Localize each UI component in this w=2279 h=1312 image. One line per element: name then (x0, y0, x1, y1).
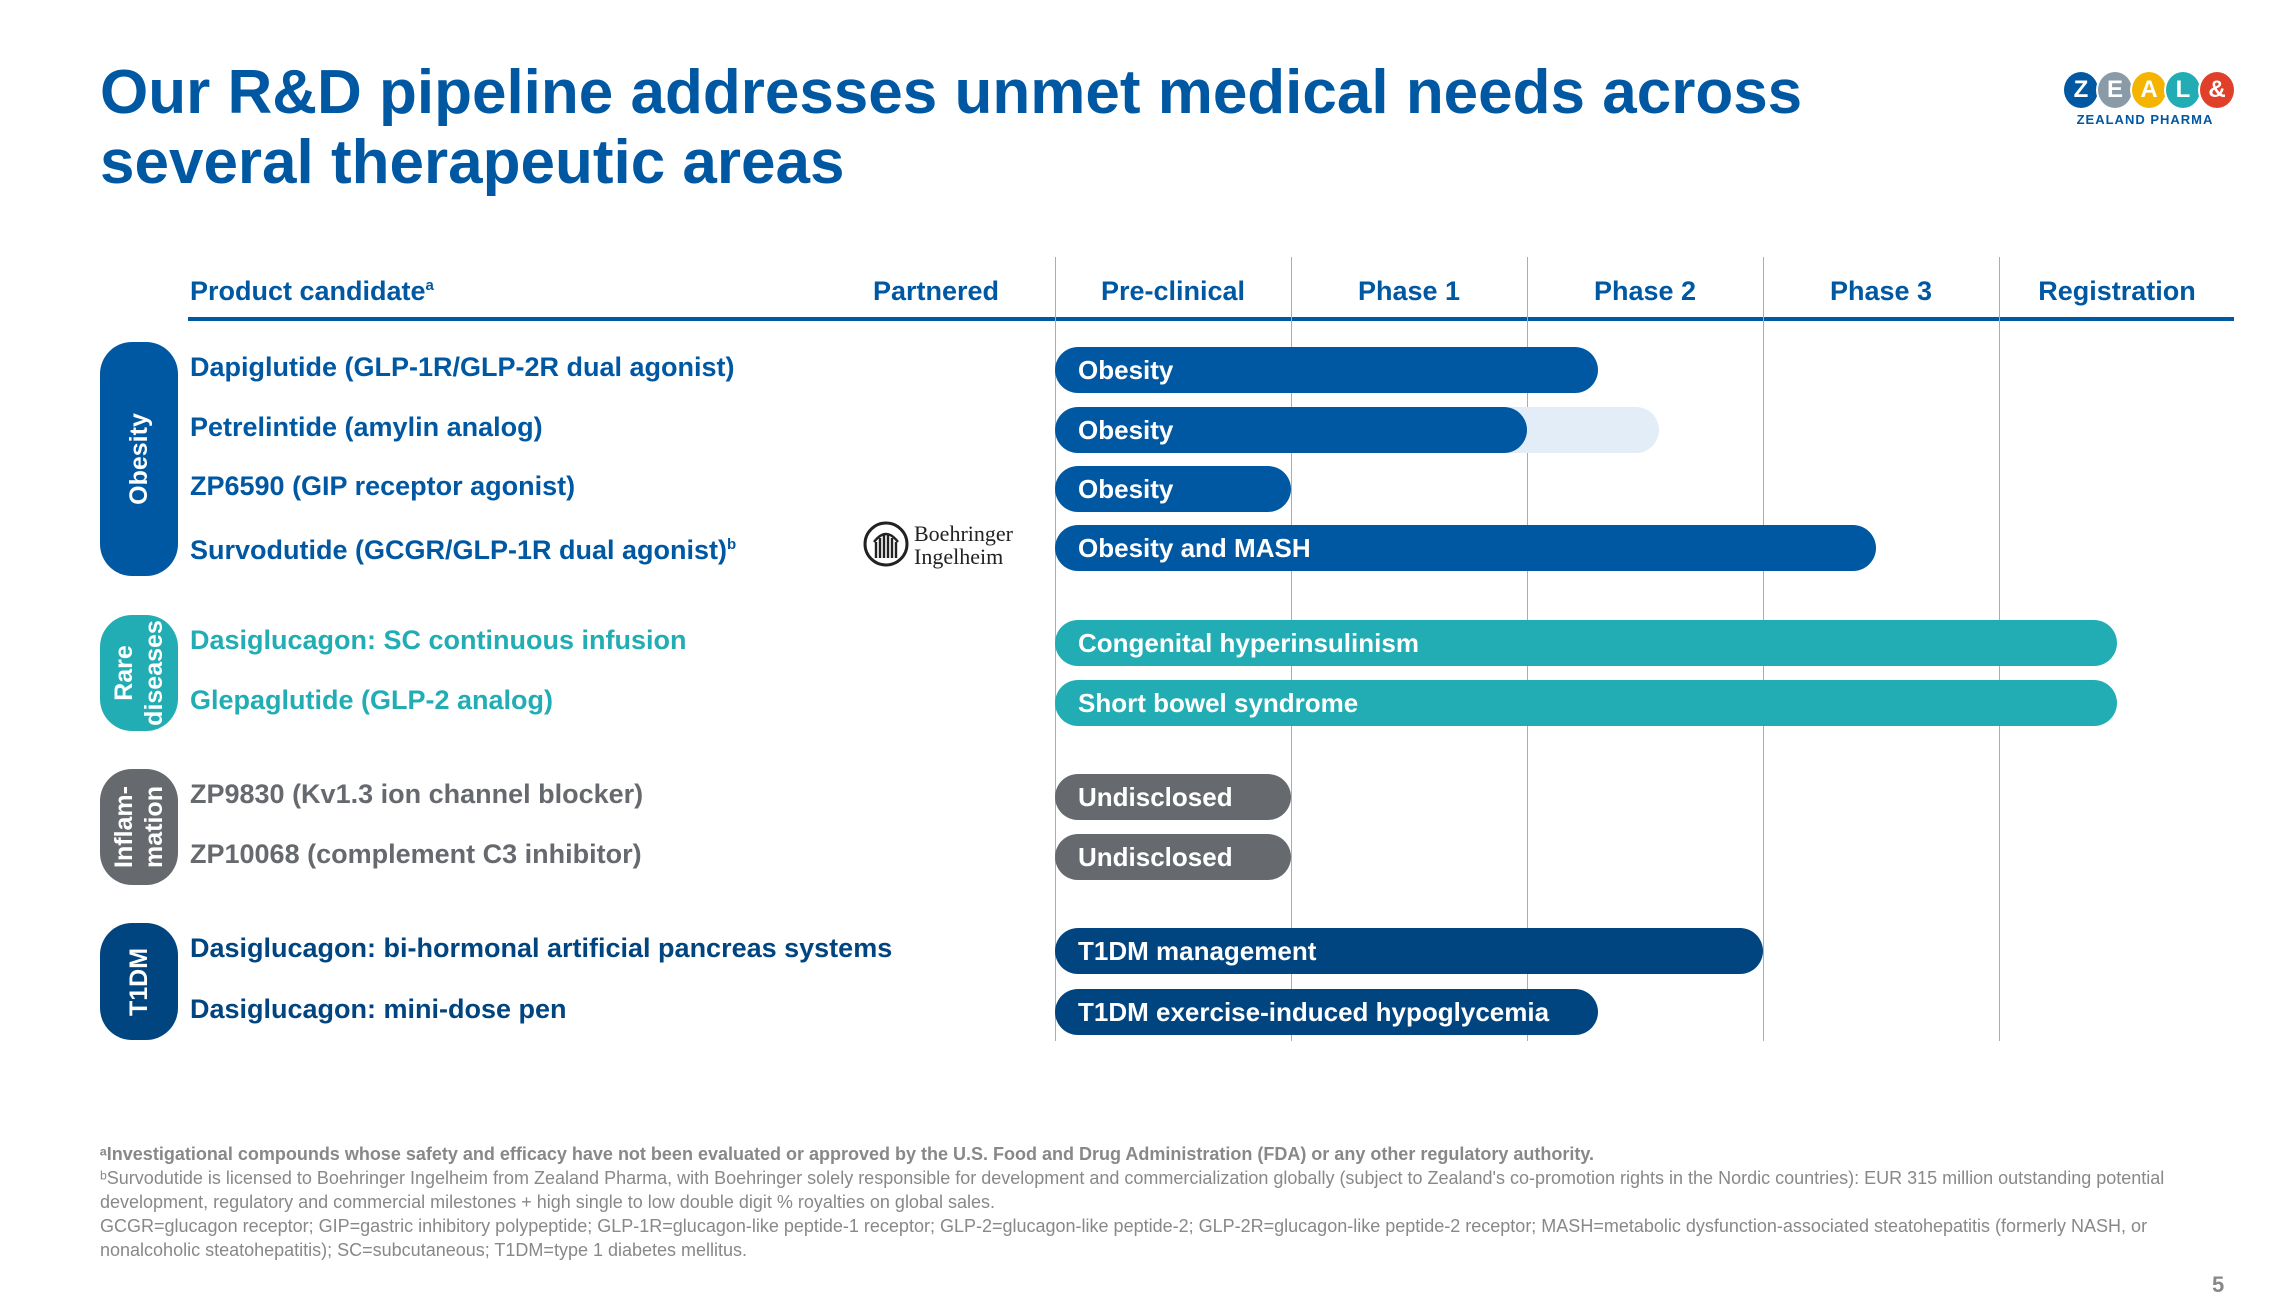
pipeline-bar: Congenital hyperinsulinism (1055, 620, 2117, 666)
partner-name-line1: Boehringer (914, 521, 1013, 546)
pipeline-bar: Obesity (1055, 466, 1291, 512)
header-phase-pre-clinical: Pre-clinical (1100, 276, 1246, 306)
footnote-b: ᵇSurvodutide is licensed to Boehringer I… (100, 1168, 2165, 1212)
logo-circles: Z E A L & (2062, 70, 2236, 110)
partner-name-line2: Ingelheim (914, 544, 1004, 569)
logo-subtitle: ZEALAND PHARMA (2076, 112, 2214, 127)
footnote-marker-a: a (425, 277, 434, 294)
category-rare-diseases: Rare diseases (100, 615, 178, 731)
candidate-name: ZP6590 (GIP receptor agonist) (190, 471, 576, 501)
candidate-name: Petrelintide (amylin analog) (190, 412, 543, 442)
footnote-a: ᵃInvestigational compounds whose safety … (100, 1144, 1595, 1164)
category-label: Inflam-mation (110, 786, 168, 868)
page-number: 5 (2212, 1272, 2225, 1297)
candidate-name: Dasiglucagon: mini-dose pen (190, 994, 567, 1024)
candidate-name: Survodutide (GCGR/GLP-1R dual agonist)b (190, 535, 737, 565)
header-rule (188, 317, 2234, 321)
header-product-candidate: Product candidatea (190, 276, 434, 307)
logo-letter: L (2164, 70, 2202, 110)
pipeline-bar: T1DM management (1055, 928, 1763, 974)
candidate-name: ZP10068 (complement C3 inhibitor) (190, 839, 642, 869)
candidate-name: Glepaglutide (GLP-2 analog) (190, 685, 554, 715)
partner-name: Boehringer Ingelheim (914, 522, 1013, 568)
header-partnered: Partnered (873, 276, 1000, 306)
boehringer-ingelheim-logo: Boehringer Ingelheim (862, 520, 1022, 570)
logo-letter: A (2130, 70, 2168, 110)
pipeline-bar: Obesity (1055, 407, 1527, 453)
header-phase-phase-2: Phase 2 (1593, 276, 1697, 306)
pipeline-bar: Obesity (1055, 347, 1598, 393)
pipeline-bar: Short bowel syndrome (1055, 680, 2117, 726)
candidate-name: ZP9830 (Kv1.3 ion channel blocker) (190, 779, 644, 809)
logo-letter: & (2198, 70, 2236, 110)
category-label: T1DM (125, 947, 153, 1016)
logo-letter: E (2096, 70, 2134, 110)
header-phase-phase-1: Phase 1 (1357, 276, 1461, 306)
category-label: Rare diseases (110, 620, 168, 726)
category-label: Obesity (125, 413, 153, 505)
category-inflam-mation: Inflam-mation (100, 769, 178, 885)
zealand-logo: Z E A L & ZEALAND PHARMA (2062, 70, 2236, 140)
footnote-abbreviations: GCGR=glucagon receptor; GIP=gastric inhi… (100, 1216, 2148, 1260)
candidate-name: Dapiglutide (GLP-1R/GLP-2R dual agonist) (190, 352, 735, 382)
page-title: Our R&D pipeline addresses unmet medical… (100, 58, 1803, 197)
pipeline-bar: Undisclosed (1055, 774, 1291, 820)
candidate-name: Dasiglucagon: SC continuous infusion (190, 625, 687, 655)
logo-letter: Z (2062, 70, 2100, 110)
candidate-name: Dasiglucagon: bi-hormonal artificial pan… (190, 933, 893, 963)
header-phase-phase-3: Phase 3 (1829, 276, 1933, 306)
category-t1dm: T1DM (100, 923, 178, 1040)
boehringer-ingelheim-icon (863, 521, 909, 567)
pipeline-bar: Obesity and MASH (1055, 525, 1877, 571)
header-product-candidate-label: Product candidate (190, 276, 426, 306)
header-phase-registration: Registration (2038, 276, 2196, 306)
pipeline-bar: Undisclosed (1055, 834, 1291, 880)
footnote-marker-b: b (727, 536, 737, 553)
pipeline-bar: T1DM exercise-induced hypoglycemia (1055, 989, 1598, 1035)
category-obesity: Obesity (100, 342, 178, 576)
